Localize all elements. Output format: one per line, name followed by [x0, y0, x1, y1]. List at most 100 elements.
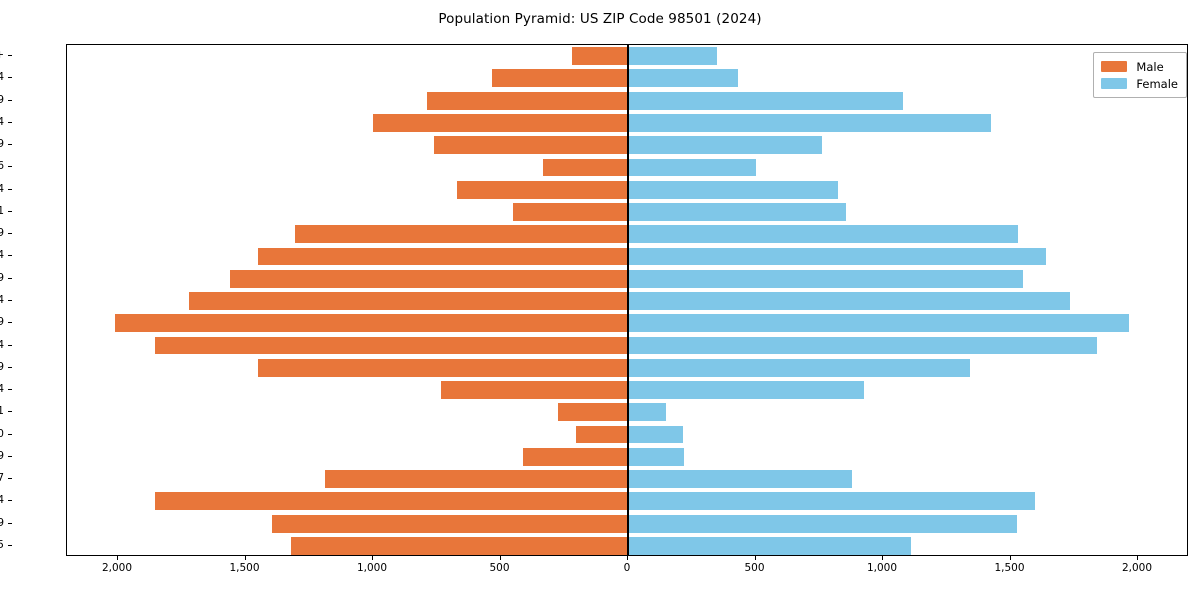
pyramid-row [67, 91, 1187, 110]
bar-female-70-74 [628, 114, 992, 132]
y-tick-label: 62-64 [0, 182, 4, 195]
pyramid-row [67, 447, 1187, 466]
pyramid-row [67, 292, 1187, 310]
bar-male-30-34 [154, 336, 628, 355]
pyramid-row [67, 336, 1187, 355]
y-tick-label: 10-14 [0, 494, 4, 507]
pyramid-row [67, 269, 1187, 288]
bar-male-67-69 [434, 136, 628, 155]
bars-container [67, 45, 1187, 555]
y-tick-mark [8, 55, 12, 57]
zero-axis-line [627, 45, 629, 555]
y-tick-mark [8, 255, 12, 257]
bar-male-18-19 [523, 447, 628, 466]
pyramid-row [67, 247, 1187, 266]
pyramid-row [67, 514, 1187, 533]
bar-female-21 [628, 403, 667, 422]
legend-item-male[interactable]: Male [1101, 58, 1178, 75]
bar-female-under-5 [628, 536, 912, 555]
bar-female-20 [628, 425, 683, 444]
bar-female-5-9 [628, 514, 1017, 533]
pyramid-row [67, 180, 1187, 199]
y-tick-mark [8, 77, 12, 79]
legend-label-female: Female [1136, 76, 1178, 91]
y-tick-mark [8, 300, 12, 301]
bar-male-5-9 [272, 514, 628, 533]
bar-male-15-17 [324, 470, 628, 488]
legend-item-female[interactable]: Female [1101, 75, 1178, 92]
bar-male-45-49 [230, 269, 628, 288]
bar-male-under-5 [291, 536, 628, 555]
bar-male-35-39 [115, 314, 628, 333]
pyramid-row [67, 158, 1187, 177]
chart-title: Population Pyramid: US ZIP Code 98501 (2… [438, 11, 762, 27]
y-tick-mark [8, 522, 12, 524]
bar-male-85- [571, 47, 628, 66]
bar-female-80-84 [628, 69, 738, 88]
x-tick-mark [1009, 556, 1011, 560]
x-tick-mark [499, 556, 501, 560]
bar-female-55-59 [628, 225, 1019, 244]
x-tick-mark [882, 556, 883, 560]
y-tick-label: 67-69 [0, 138, 4, 151]
x-tick-mark [1137, 556, 1138, 560]
y-tick-mark [8, 322, 12, 324]
y-tick-mark [8, 344, 12, 346]
x-tick-mark [244, 556, 246, 560]
bar-female-40-44 [628, 292, 1071, 310]
y-tick-mark [8, 478, 12, 480]
x-tick-label: 1,000 [866, 562, 898, 574]
y-tick-label: 40-44 [0, 294, 4, 306]
pyramid-row [67, 203, 1187, 221]
pyramid-row [67, 381, 1187, 399]
pyramid-row [67, 69, 1187, 88]
x-tick-mark [117, 556, 118, 560]
pyramid-row [67, 47, 1187, 66]
y-tick-mark [8, 166, 12, 168]
x-tick-label: 500 [744, 562, 765, 574]
y-axis: Under 5 5-9 10-14 15-17 18-19 20 21 22-24 25-29 3… [0, 44, 1200, 556]
bar-female-50-54 [628, 247, 1047, 266]
y-tick-label: Under 5 [0, 538, 4, 551]
pyramid-row [67, 358, 1187, 377]
bar-male-10-14 [154, 492, 628, 511]
bar-male-40-44 [189, 292, 628, 310]
y-tick-label: 25-29 [0, 360, 4, 373]
y-tick-mark [8, 99, 12, 101]
y-tick-label: 45-49 [0, 271, 4, 284]
legend-swatch-female [1101, 78, 1128, 89]
bar-female-10-14 [628, 492, 1035, 511]
x-tick-label: 1,500 [229, 562, 260, 574]
y-tick-label: 80-84 [0, 71, 4, 84]
legend-swatch-male [1101, 61, 1128, 72]
bar-male-25-29 [258, 358, 628, 377]
chart-legend: Male Female [1093, 52, 1187, 98]
bar-female-35-39 [628, 314, 1130, 333]
bar-male-65-66 [542, 158, 628, 177]
y-tick-mark [8, 433, 12, 435]
y-tick-mark [8, 144, 12, 146]
bar-male-70-74 [373, 114, 628, 132]
plot-area [66, 44, 1188, 556]
bar-female-75-79 [628, 91, 904, 110]
bar-male-75-79 [426, 91, 628, 110]
bar-male-55-59 [295, 225, 628, 244]
pyramid-row [67, 425, 1187, 444]
pyramid-row [67, 114, 1187, 132]
pyramid-row [67, 536, 1187, 555]
bar-female-45-49 [628, 269, 1024, 288]
pyramid-row [67, 314, 1187, 333]
y-tick-mark [8, 121, 12, 123]
y-tick-mark [8, 544, 12, 546]
y-tick-label: 75-79 [0, 93, 4, 106]
y-tick-mark [8, 233, 12, 235]
bar-male-20 [575, 425, 628, 444]
y-tick-label: 50-54 [0, 249, 4, 262]
pyramid-row [67, 470, 1187, 488]
x-tick-label: 0 [623, 562, 631, 574]
x-axis: 2,000 1,500 1,000 500 0 500 1,000 1,500 2,000 [0, 556, 1200, 596]
y-tick-label: 15-17 [0, 472, 4, 485]
y-tick-mark [8, 277, 12, 279]
y-tick-label: 55-59 [0, 227, 4, 240]
